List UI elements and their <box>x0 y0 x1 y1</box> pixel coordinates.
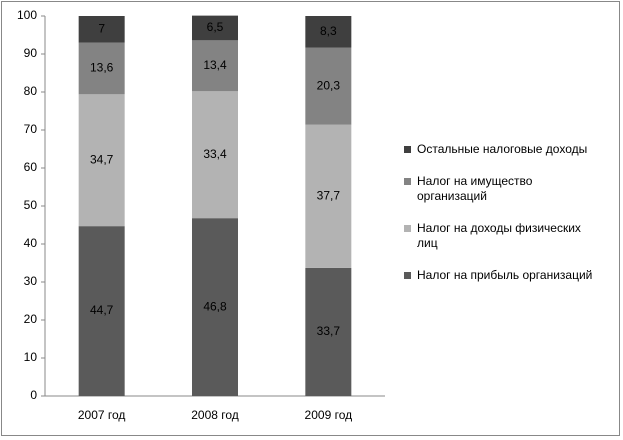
legend-label: Налог на прибыль организаций <box>417 268 593 282</box>
value-label: 6,5 <box>207 20 224 34</box>
legend-item: Налог на прибыль организаций <box>404 268 604 283</box>
legend: Остальные налоговые доходы Налог на имуще… <box>404 142 604 300</box>
legend-label: Остальные налоговые доходы <box>417 142 588 156</box>
bar-segment <box>78 42 125 95</box>
y-tick-label: 60 <box>24 160 38 174</box>
value-label: 37,7 <box>317 188 341 202</box>
y-tick-label: 50 <box>24 198 38 212</box>
value-label: 8,3 <box>320 24 337 38</box>
y-tick-label: 10 <box>24 350 38 364</box>
bar-segment <box>78 94 125 227</box>
x-tick-label: 2007 год <box>78 408 126 422</box>
legend-swatch <box>404 146 411 153</box>
y-tick-label: 30 <box>24 274 38 288</box>
legend-swatch <box>404 272 411 279</box>
bar-segment <box>78 16 125 43</box>
value-label: 13,4 <box>203 58 227 72</box>
bar-segment <box>192 15 238 41</box>
legend-swatch <box>404 178 411 185</box>
bar-segment <box>305 267 352 396</box>
y-tick-label: 100 <box>17 8 37 22</box>
bar-segment <box>78 226 125 396</box>
value-label: 34,7 <box>90 152 114 166</box>
bar-segment <box>305 124 352 268</box>
y-tick-label: 80 <box>24 84 38 98</box>
bar-segment <box>192 40 238 92</box>
legend-label: Налог на имущество организаций <box>417 174 533 203</box>
bar-segment <box>305 47 352 125</box>
value-label: 44,7 <box>90 303 114 317</box>
value-label: 33,7 <box>317 324 341 338</box>
bar-segment <box>192 91 238 219</box>
y-tick-label: 0 <box>30 388 37 402</box>
value-label: 46,8 <box>203 299 227 313</box>
value-label: 7 <box>98 21 105 35</box>
legend-swatch <box>404 225 411 232</box>
y-tick-label: 70 <box>24 122 38 136</box>
y-tick-label: 20 <box>24 312 38 326</box>
y-tick-label: 40 <box>24 236 38 250</box>
x-tick-label: 2009 год <box>305 408 353 422</box>
legend-item: Налог на имущество организаций <box>404 174 604 204</box>
bar-segment <box>305 16 352 48</box>
value-label: 33,4 <box>203 147 227 161</box>
value-label: 20,3 <box>317 78 341 92</box>
value-label: 13,6 <box>90 61 114 75</box>
legend-label: Налог на доходы физических лиц <box>417 221 581 250</box>
legend-item: Остальные налоговые доходы <box>404 142 604 157</box>
bar-segment <box>192 218 238 396</box>
x-tick-label: 2008 год <box>191 408 239 422</box>
y-tick-label: 90 <box>24 46 38 60</box>
legend-item: Налог на доходы физических лиц <box>404 221 604 251</box>
